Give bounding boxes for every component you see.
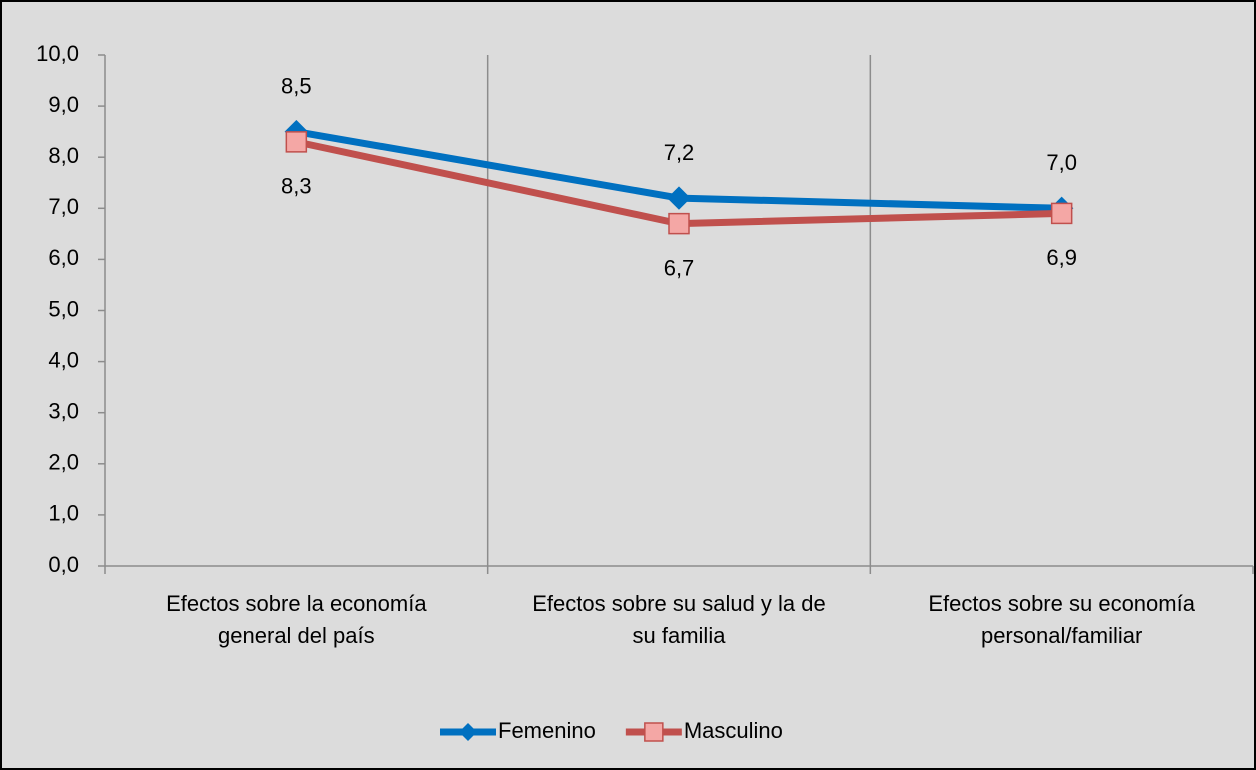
y-tick-label: 0,0 [48,552,79,577]
data-label: 8,5 [281,73,312,98]
y-tick-label: 10,0 [36,41,79,66]
legend-item: Masculino [625,718,783,743]
y-tick-label: 3,0 [48,399,79,424]
point [667,186,691,210]
x-tick-label-box: Efectos sobre su economía personal/famil… [928,591,1195,648]
point [285,131,308,153]
y-tick-label: 1,0 [48,501,79,526]
data-label: 8,3 [281,174,312,199]
x-tick-label-box: Efectos sobre la economía general del pa… [166,591,427,648]
legend-item: Femenino [440,718,596,743]
legend-label: Masculino [684,718,783,743]
legend-label: Femenino [498,718,596,743]
legend-marker [459,723,477,741]
point [1050,202,1073,225]
x-tick-label-box: Efectos sobre su salud y la de su famili… [532,591,826,648]
data-label: 7,0 [1046,150,1077,175]
y-tick-label: 9,0 [48,92,79,117]
y-tick-label: 7,0 [48,194,79,219]
point [668,212,690,235]
y-tick-label: 2,0 [48,450,79,475]
data-label: 6,9 [1046,245,1077,270]
x-tick-label: Efectos sobre la economía general del pa… [166,591,427,648]
y-tick-label: 5,0 [48,296,79,321]
x-tick-label: Efectos sobre su economía personal/famil… [928,591,1195,648]
y-tick-label: 4,0 [48,347,79,372]
y-tick-label: 6,0 [48,245,79,270]
data-label: 7,2 [664,140,695,165]
y-tick-label: 8,0 [48,143,79,168]
x-tick-label: Efectos sobre su salud y la de su famili… [532,591,826,648]
data-label: 6,7 [664,255,695,280]
legend-marker [644,722,664,742]
